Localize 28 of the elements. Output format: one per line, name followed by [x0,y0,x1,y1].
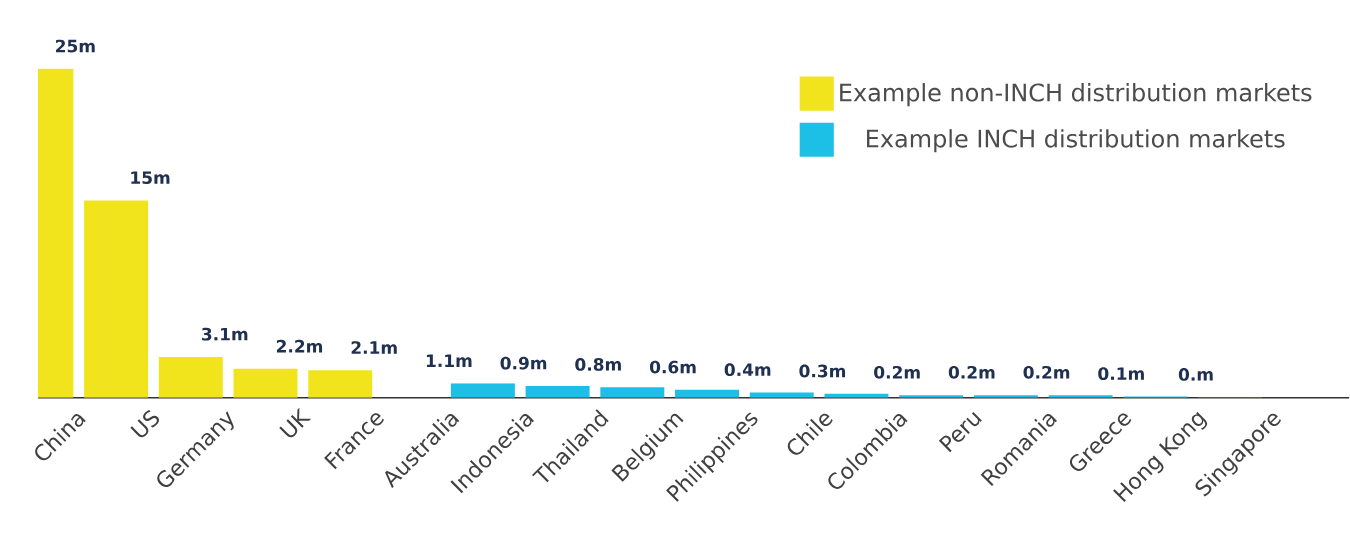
legend-label: Example INCH distribution markets [867,129,1285,153]
bar [450,383,515,398]
bar [308,370,373,398]
data-label: 0.2m [948,366,995,379]
data-label: 0.9m [500,356,547,370]
bar [233,368,298,398]
data-label: 0.m [1178,368,1213,382]
data-label: 3.1m [201,327,248,341]
bar [749,392,814,398]
data-label: 15m [131,171,170,185]
data-label: 2.2m [276,339,323,353]
data-label: 1.1m [426,354,472,368]
data-label: 2.1m [351,341,397,354]
data-label: 0.4m [724,363,771,377]
data-label: 0.2m [874,366,920,379]
data-label: 0.1m [1098,367,1144,381]
bar [84,200,149,398]
data-label: 0.6m [649,360,696,374]
legend-label: Example non-INCH distribution markets [840,83,1312,107]
data-label: 0.2m [1023,366,1070,379]
bar [525,386,590,398]
data-label: 0.8m [575,358,621,372]
x-tick-label: UK [279,408,312,438]
data-label: 0.3m [799,364,846,378]
x-tick-label: US [130,410,160,438]
bar [158,357,223,398]
bar [600,387,665,398]
data-label: 25m [56,39,95,53]
